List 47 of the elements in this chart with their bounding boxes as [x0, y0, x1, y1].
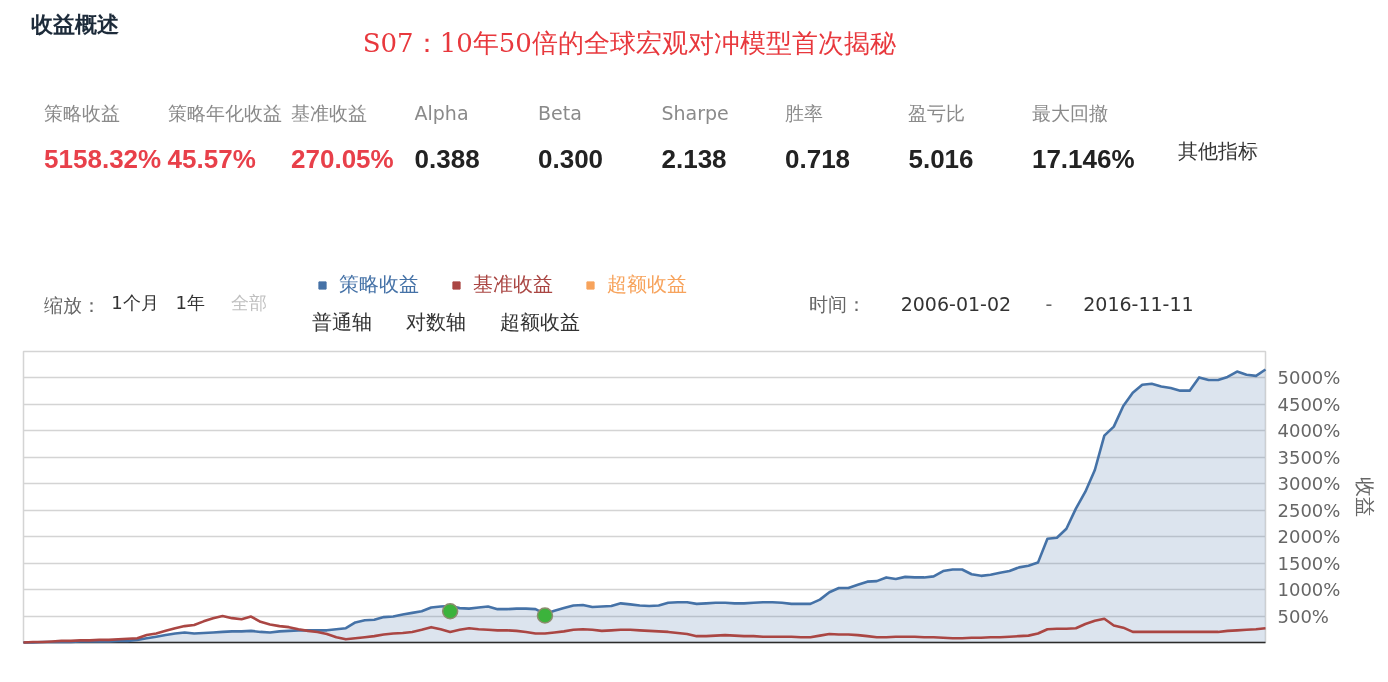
text: 其他指标: [1177, 138, 1258, 163]
text: 45.57%: [167, 143, 256, 174]
text: 17.146%: [1031, 143, 1135, 174]
text: 盈亏比: [908, 101, 966, 124]
text: -: [1045, 292, 1053, 315]
y-tick-label: 5000%: [1277, 367, 1341, 389]
y-tick-label: 3000%: [1277, 473, 1341, 495]
text: 超额收益: [500, 309, 581, 334]
legend-label: 策略收益: [339, 271, 419, 298]
text: Beta: [538, 101, 582, 124]
text: 时间：: [809, 292, 867, 315]
text: 2.138: [661, 143, 727, 174]
text: 最大回撤: [1031, 101, 1108, 124]
y-axis-title: 收益: [1353, 477, 1378, 517]
chart-title: S07：10年50倍的全球宏观对冲模型首次揭秘: [362, 27, 896, 58]
y-tick-label: 1000%: [1277, 579, 1341, 601]
text: 收益概述: [30, 12, 119, 37]
text: 0.718: [784, 143, 851, 174]
text: 全部: [231, 292, 268, 313]
y-tick-label: 2500%: [1277, 499, 1341, 521]
text: 1年: [175, 292, 206, 313]
text: 1个月: [111, 292, 159, 313]
legend-label: 基准收益: [473, 271, 553, 298]
text: 2006-01-02: [900, 292, 1012, 315]
text: 胜率: [784, 101, 823, 124]
text: Alpha: [414, 101, 469, 124]
text: 基准收益: [291, 101, 368, 124]
line-series: [22, 614, 1267, 644]
text: 5158.32%: [44, 143, 162, 174]
text: Sharpe: [661, 101, 729, 124]
y-tick-label: 4500%: [1277, 393, 1341, 415]
text: 270.05%: [291, 143, 394, 174]
text: 普通轴: [311, 309, 372, 334]
text: 缩放：: [44, 293, 102, 316]
text: 0.388: [414, 143, 480, 174]
text: 策略年化收益: [167, 101, 282, 124]
y-tick-label: 1500%: [1277, 552, 1341, 574]
y-tick-label: 500%: [1277, 605, 1329, 627]
y-tick-label: 2000%: [1277, 526, 1341, 548]
text: 5.016: [908, 143, 974, 174]
text: 0.300: [538, 143, 604, 174]
text: 策略收益: [44, 101, 121, 124]
legend-label: 超额收益: [607, 271, 687, 298]
y-tick-label: 3500%: [1277, 446, 1341, 468]
y-tick-label: 4000%: [1277, 420, 1341, 442]
text: 对数轴: [406, 309, 467, 334]
text: 2016-11-11: [1083, 292, 1194, 315]
